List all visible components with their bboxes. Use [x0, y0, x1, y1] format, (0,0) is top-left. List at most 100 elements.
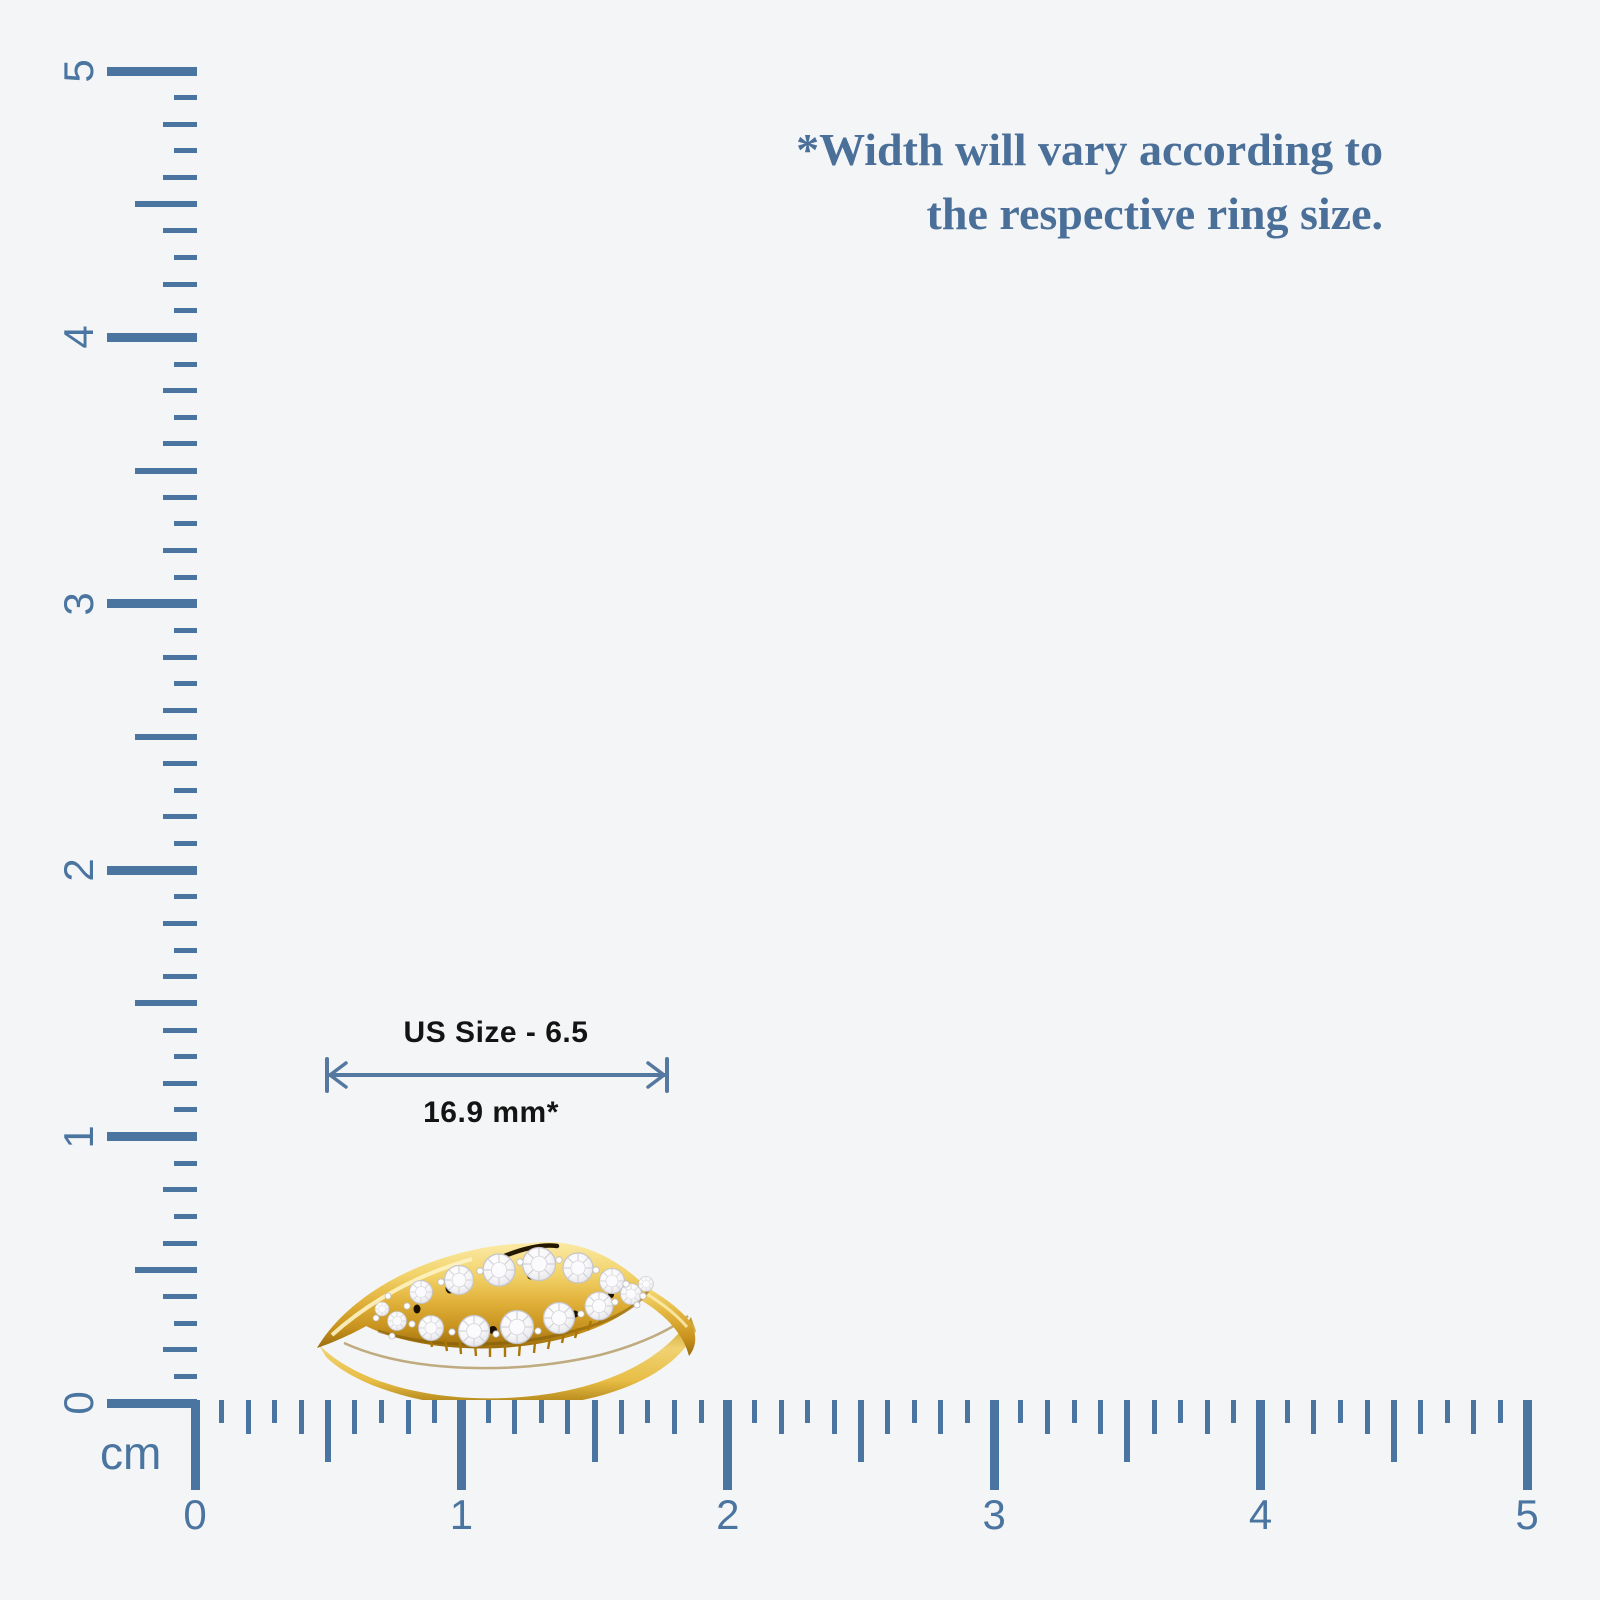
prong-beads: [372, 1256, 647, 1340]
horizontal-ruler-tick: [938, 1400, 944, 1434]
horizontal-ruler-tick: [698, 1400, 704, 1423]
vertical-ruler-tick: [163, 654, 197, 660]
arrow-right-head-icon: [646, 1061, 667, 1089]
ruler-unit-label: cm: [100, 1427, 162, 1479]
horizontal-ruler-tick: [272, 1400, 278, 1423]
vertical-ruler-number: 4: [55, 325, 102, 350]
vertical-ruler-tick: [163, 814, 197, 820]
vertical-ruler-tick: [174, 1107, 197, 1113]
vertical-ruler-tick: [163, 121, 197, 127]
vertical-ruler-tick: [174, 787, 197, 793]
vertical-ruler-tick: [107, 1132, 197, 1142]
vertical-ruler-tick: [135, 201, 197, 208]
horizontal-ruler-tick: [299, 1400, 305, 1434]
horizontal-ruler-tick: [911, 1400, 917, 1423]
horizontal-ruler-tick: [1444, 1400, 1450, 1423]
vertical-ruler-tick: [135, 1000, 197, 1007]
horizontal-ruler-tick: [672, 1400, 678, 1434]
horizontal-ruler-tick: [1284, 1400, 1290, 1423]
horizontal-ruler-tick: [1338, 1400, 1344, 1423]
vertical-ruler-tick: [163, 1240, 197, 1246]
horizontal-ruler-tick: [405, 1400, 411, 1434]
ring-image: [317, 1242, 696, 1400]
horizontal-ruler-tick: [831, 1400, 837, 1434]
vertical-ruler-tick: [174, 894, 197, 900]
horizontal-ruler-tick: [965, 1400, 971, 1423]
vertical-ruler-tick: [174, 521, 197, 527]
horizontal-ruler-tick: [1471, 1400, 1477, 1434]
horizontal-ruler-tick: [512, 1400, 518, 1434]
horizontal-ruler-tick: [1018, 1400, 1024, 1423]
vertical-ruler-tick: [163, 1080, 197, 1086]
horizontal-ruler-tick: [1044, 1400, 1050, 1434]
horizontal-ruler-tick: [456, 1400, 466, 1490]
vertical-ruler-tick: [135, 1266, 197, 1273]
vertical-ruler-tick: [107, 332, 197, 342]
vertical-ruler-tick: [174, 1214, 197, 1220]
vertical-ruler-tick: [107, 1398, 197, 1408]
horizontal-ruler-tick: [190, 1400, 200, 1490]
vertical-ruler-tick: [163, 920, 197, 926]
horizontal-ruler-tick: [352, 1400, 358, 1434]
vertical-ruler-tick: [174, 627, 197, 633]
vertical-ruler-tick: [174, 414, 197, 420]
vertical-ruler-tick: [163, 761, 197, 767]
horizontal-ruler-tick: [485, 1400, 491, 1423]
horizontal-ruler-number: 0: [183, 1491, 207, 1538]
width-disclaimer: *Width will vary according to the respec…: [796, 118, 1383, 246]
horizontal-ruler-tick: [645, 1400, 651, 1423]
horizontal-ruler-tick: [1256, 1400, 1266, 1490]
horizontal-ruler-tick: [778, 1400, 784, 1434]
horizontal-ruler-tick: [1522, 1400, 1532, 1490]
vertical-ruler-tick: [174, 148, 197, 154]
vertical-ruler-tick: [174, 1054, 197, 1060]
horizontal-ruler-tick: [565, 1400, 571, 1434]
vertical-ruler-tick: [174, 574, 197, 580]
vertical-ruler-tick: [163, 707, 197, 713]
horizontal-ruler-tick: [858, 1400, 864, 1462]
horizontal-ruler-tick: [1178, 1400, 1184, 1423]
vertical-ruler-tick: [163, 974, 197, 980]
horizontal-ruler-number: 3: [982, 1491, 1006, 1538]
horizontal-ruler-tick: [1417, 1400, 1423, 1434]
horizontal-ruler-tick: [989, 1400, 999, 1490]
disclaimer-line-1: *Width will vary according to: [796, 124, 1383, 175]
vertical-ruler-tick: [107, 865, 197, 875]
width-dimension-arrow: [325, 1057, 669, 1093]
horizontal-ruler-tick: [723, 1400, 733, 1490]
horizontal-ruler-tick: [219, 1400, 225, 1423]
horizontal-ruler-tick: [378, 1400, 384, 1423]
ring-top-slit: [499, 1243, 560, 1260]
vertical-ruler-tick: [163, 548, 197, 554]
vertical-ruler-tick: [107, 599, 197, 609]
ring-left-shank: [317, 1243, 556, 1348]
vertical-ruler-tick: [163, 175, 197, 181]
horizontal-ruler-number: 2: [716, 1491, 740, 1538]
vertical-ruler-tick: [174, 1373, 197, 1379]
horizontal-ruler-tick: [1151, 1400, 1157, 1434]
ring-right-shank: [588, 1265, 696, 1356]
horizontal-ruler-tick: [1364, 1400, 1370, 1434]
vertical-ruler-tick: [163, 441, 197, 447]
vertical-ruler-tick: [174, 947, 197, 953]
vertical-ruler-tick: [163, 494, 197, 500]
horizontal-ruler-number: 5: [1515, 1491, 1539, 1538]
vertical-ruler-number: 0: [55, 1391, 102, 1415]
vertical-ruler-number: 1: [55, 1124, 102, 1149]
vertical-ruler-tick: [163, 388, 197, 394]
vertical-ruler-tick: [174, 308, 197, 314]
vertical-ruler-tick: [163, 1293, 197, 1299]
horizontal-ruler-tick: [1204, 1400, 1210, 1434]
vertical-ruler-number: 3: [55, 592, 102, 616]
horizontal-ruler-tick: [1231, 1400, 1237, 1423]
horizontal-ruler-tick: [805, 1400, 811, 1423]
horizontal-ruler-tick: [751, 1400, 757, 1423]
horizontal-ruler-tick: [1311, 1400, 1317, 1434]
arrow-left-head-icon: [327, 1061, 348, 1089]
vertical-ruler-tick: [163, 1187, 197, 1193]
us-size-label: US Size - 6.5: [403, 1016, 589, 1049]
horizontal-ruler-tick: [1098, 1400, 1104, 1434]
vertical-ruler-tick: [163, 1347, 197, 1353]
horizontal-ruler-tick: [432, 1400, 438, 1423]
horizontal-ruler-tick: [1071, 1400, 1077, 1423]
